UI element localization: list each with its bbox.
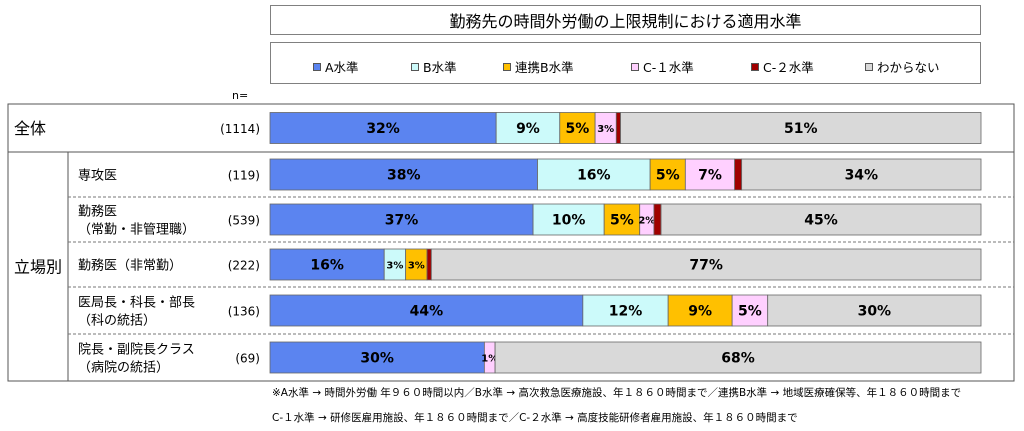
row-n: (136): [228, 305, 260, 319]
data-label: 3%: [386, 261, 403, 272]
legend-swatch: [313, 62, 321, 71]
row-n: (1114): [220, 122, 260, 136]
bar-segment: [269, 294, 584, 327]
legend-item: C-１水準: [631, 57, 694, 76]
bar-segment: [532, 203, 605, 236]
legend-item: C-２水準: [751, 57, 814, 76]
legend-label: A水準: [325, 60, 359, 75]
legend-swatch: [751, 62, 759, 71]
chart-title: 勤務先の時間外労働の上限規制における適用水準: [270, 5, 981, 35]
row-label: 医局長・科長・部長: [78, 296, 195, 311]
row-label: 院長・副院長クラス: [78, 343, 195, 358]
chart-title-text: 勤務先の時間外労働の上限規制における適用水準: [449, 12, 802, 31]
row-label: 勤務医: [78, 205, 117, 220]
bar-segment: [269, 248, 385, 281]
data-label: 32%: [366, 121, 400, 137]
legend-item: 連携B水準: [503, 57, 574, 76]
bar-segment: [582, 294, 669, 327]
footnote-2: C-１水準 → 研修医雇用施設、年１８６０時間まで／C-２水準 → 高度技能研修…: [272, 412, 798, 424]
data-label: 3%: [408, 261, 425, 272]
legend-swatch: [631, 62, 639, 71]
data-label: 51%: [784, 121, 818, 137]
group-label: 全体: [14, 119, 46, 138]
data-label: 30%: [360, 351, 394, 367]
data-label: 5%: [656, 168, 680, 184]
data-label: 30%: [858, 304, 892, 320]
bar-segment: [615, 112, 621, 144]
data-label: 12%: [609, 304, 643, 320]
bar-segment: [653, 203, 662, 236]
n-header: n=: [232, 89, 249, 102]
row-n: (69): [235, 352, 260, 366]
row-label: （常勤・非管理職）: [78, 223, 195, 238]
legend-item: B水準: [411, 57, 457, 76]
bar-segment: [537, 158, 651, 191]
legend-label: C-２水準: [763, 60, 814, 75]
data-label: 77%: [689, 258, 723, 274]
row-n: (119): [228, 169, 260, 183]
bar-segment: [684, 158, 736, 191]
legend-swatch: [411, 62, 419, 71]
data-label: 45%: [804, 213, 838, 229]
data-label: 9%: [688, 304, 712, 320]
legend-label: C-１水準: [643, 60, 694, 75]
legend-label: 連携B水準: [515, 60, 574, 75]
bar-segment: [767, 294, 982, 327]
bar-segment: [269, 158, 538, 191]
data-label: 7%: [698, 168, 722, 184]
row-label: （科の統括）: [78, 314, 156, 329]
bar-segment: [603, 203, 641, 236]
data-label: 5%: [610, 213, 634, 229]
row-label: 専攻医: [78, 169, 117, 184]
row-label: 勤務医（非常勤）: [78, 259, 182, 274]
data-label: 38%: [387, 168, 421, 184]
bar-segment: [426, 248, 432, 281]
bar-segment: [649, 158, 686, 191]
legend-swatch: [503, 62, 511, 71]
data-label: 9%: [516, 121, 540, 137]
data-label: 44%: [410, 304, 444, 320]
data-label: 10%: [552, 213, 586, 229]
bar-segment: [269, 112, 497, 144]
data-label: 34%: [845, 168, 879, 184]
bar-segment: [269, 341, 485, 374]
bar-segment: [667, 294, 733, 327]
bar-segment: [660, 203, 982, 236]
data-label: 16%: [577, 168, 611, 184]
data-label: 16%: [310, 258, 344, 274]
group-label: 立場別: [14, 258, 62, 277]
row-label: （病院の統括）: [78, 361, 169, 376]
row-n: (539): [228, 214, 260, 228]
legend-label: B水準: [423, 60, 457, 75]
data-label: 68%: [721, 351, 755, 367]
data-label: 5%: [566, 121, 590, 137]
legend-item: わからない: [865, 57, 940, 76]
bar-segment: [734, 158, 743, 191]
legend: A水準 B水準 連携B水準 C-１水準 C-２水準 わからない: [270, 42, 981, 84]
data-label: 37%: [385, 213, 419, 229]
bar-segment: [741, 158, 982, 191]
data-label: 2%: [638, 216, 655, 227]
data-label: 1%: [481, 354, 498, 365]
data-label: 5%: [738, 304, 762, 320]
data-label: 3%: [597, 124, 614, 135]
row-n: (222): [228, 259, 260, 273]
bar-segment: [494, 341, 982, 374]
footnote-1: ※A水準 → 時間外労働 年９６０時間以内／B水準 → 高次救急医療施設、年１８…: [272, 387, 962, 399]
bar-segment: [559, 112, 596, 144]
legend-label: わからない: [877, 60, 940, 75]
bar-segment: [430, 248, 982, 281]
bar-segment: [620, 112, 982, 144]
legend-item: A水準: [313, 57, 359, 76]
legend-swatch: [865, 62, 873, 71]
